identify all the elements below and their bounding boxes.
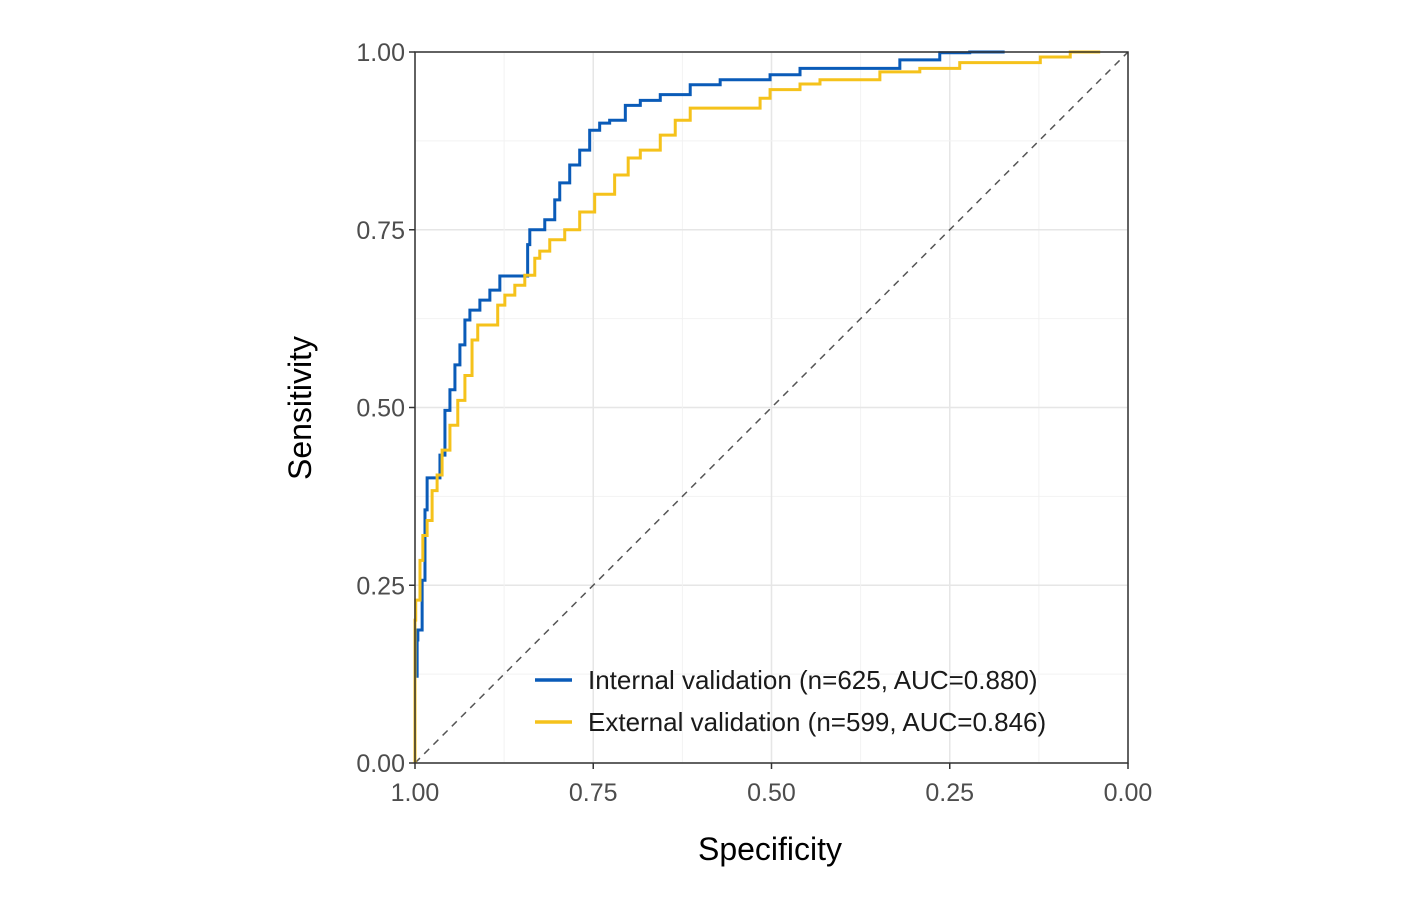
x-axis-title: Specificity xyxy=(698,831,842,867)
x-tick-label: 1.00 xyxy=(391,779,440,807)
x-tick-label: 0.50 xyxy=(747,779,796,807)
legend: Internal validation (n=625, AUC=0.880) E… xyxy=(535,665,1046,737)
series-group xyxy=(413,50,1101,763)
x-tick-label: 0.00 xyxy=(1104,779,1153,807)
x-tick-label: 0.25 xyxy=(925,779,974,807)
y-axis-title: Sensitivity xyxy=(282,336,318,480)
y-tick-label: 0.50 xyxy=(356,395,405,423)
x-tick-label: 0.75 xyxy=(569,779,618,807)
y-tick-label: 1.00 xyxy=(356,39,405,67)
series-internal-validation xyxy=(413,50,1005,763)
y-tick-label: 0.00 xyxy=(356,750,405,778)
y-tick-label: 0.25 xyxy=(356,572,405,600)
legend-label-internal: Internal validation (n=625, AUC=0.880) xyxy=(588,665,1038,695)
legend-label-external: External validation (n=599, AUC=0.846) xyxy=(588,707,1046,737)
series-external-validation xyxy=(413,50,1101,763)
axis-ticks: 1.00 0.75 0.50 0.25 0.00 0.00 0.25 0.50 0.75 1.00 xyxy=(356,39,1152,807)
y-tick-label: 0.75 xyxy=(356,217,405,245)
